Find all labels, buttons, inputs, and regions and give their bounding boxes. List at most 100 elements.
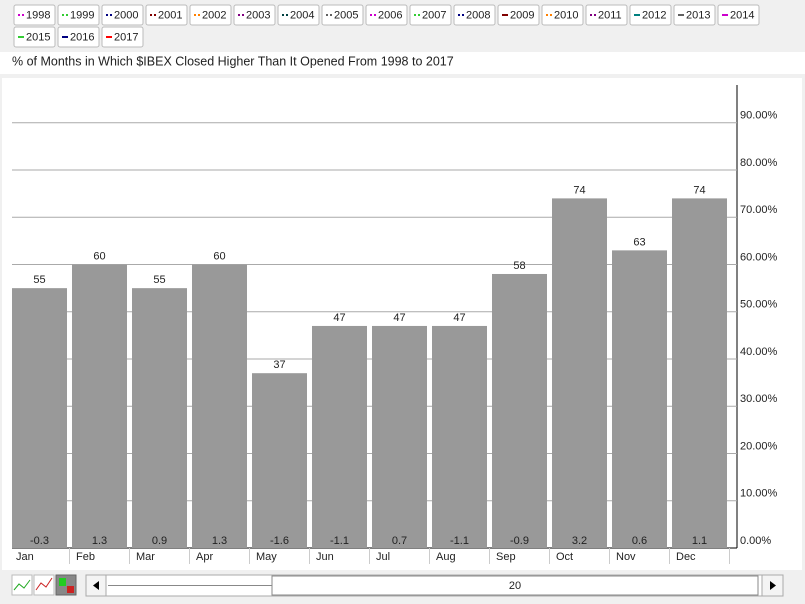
bar	[372, 325, 427, 548]
y-tick-label: 20.00%	[740, 440, 778, 452]
slider-value: 20	[509, 580, 521, 592]
y-tick-label: 60.00%	[740, 251, 778, 263]
icon-line[interactable]	[11, 574, 33, 596]
legend-label: 2016	[70, 31, 94, 43]
legend-button[interactable]	[189, 4, 232, 26]
data-label: 55	[153, 274, 165, 286]
legend-button[interactable]	[629, 4, 672, 26]
icon-season-glyph	[67, 586, 74, 593]
y-tick-label: 50.00%	[740, 299, 778, 311]
arrow-left	[93, 581, 99, 590]
x-tick-label: May	[256, 551, 277, 563]
avg-change-label: 3.2	[572, 535, 587, 547]
x-tick-label: Apr	[196, 551, 213, 563]
data-label: 58	[513, 260, 525, 272]
x-tick-label: Dec	[676, 551, 696, 563]
legend-label: 2010	[554, 9, 578, 21]
legend-label: 2012	[642, 9, 666, 21]
legend-button[interactable]	[57, 4, 100, 26]
legend-button[interactable]	[717, 4, 760, 26]
icon-season-glyph	[59, 578, 66, 586]
bar	[672, 198, 727, 548]
bar	[552, 198, 607, 548]
bar	[252, 373, 307, 548]
legend-button[interactable]	[277, 4, 320, 26]
legend-button[interactable]	[453, 4, 496, 26]
avg-change-label: -1.1	[450, 535, 469, 547]
legend-label: 2017	[114, 31, 138, 43]
legend-label: 2001	[158, 9, 182, 21]
avg-change-label: -0.3	[30, 535, 49, 547]
x-tick-label: Feb	[76, 551, 95, 563]
legend-button[interactable]	[233, 4, 276, 26]
legend-label: 2006	[378, 9, 402, 21]
legend-label: 2009	[510, 9, 534, 21]
bar	[492, 273, 547, 548]
legend-label: 2000	[114, 9, 138, 21]
legend-label: 2007	[422, 9, 446, 21]
legend-button[interactable]	[497, 4, 540, 26]
x-tick-label: Mar	[136, 551, 155, 563]
data-label: 60	[93, 250, 105, 262]
data-label: 37	[273, 359, 285, 371]
x-tick-label: Jun	[316, 551, 334, 563]
avg-change-label: 0.6	[632, 535, 647, 547]
x-tick-label: Oct	[556, 551, 573, 563]
avg-change-label: 0.9	[152, 535, 167, 547]
x-tick-label: Nov	[616, 551, 636, 563]
legend-button[interactable]	[365, 4, 408, 26]
scroll-thumb[interactable]	[271, 575, 759, 596]
legend-label: 2005	[334, 9, 358, 21]
legend-button[interactable]	[13, 4, 56, 26]
avg-change-label: 1.3	[212, 535, 227, 547]
legend-button[interactable]	[409, 4, 452, 26]
data-label: 74	[573, 184, 585, 196]
y-tick-label: 10.00%	[740, 488, 778, 500]
chart-title: % of Months in Which $IBEX Closed Higher…	[12, 54, 454, 68]
bar	[312, 325, 367, 548]
x-tick-label: Sep	[496, 551, 516, 563]
legend-button[interactable]	[13, 26, 56, 48]
data-label: 47	[333, 312, 345, 324]
legend-button[interactable]	[57, 26, 100, 48]
legend-button[interactable]	[541, 4, 584, 26]
bar	[432, 325, 487, 548]
bar	[612, 250, 667, 548]
bar	[12, 288, 67, 548]
legend-label: 2002	[202, 9, 226, 21]
y-tick-label: 70.00%	[740, 204, 778, 216]
legend-label: 2015	[26, 31, 50, 43]
data-label: 55	[33, 274, 45, 286]
y-tick-label: 90.00%	[740, 110, 778, 122]
y-tick-label: 80.00%	[740, 157, 778, 169]
legend-label: 2011	[598, 9, 622, 21]
legend-button[interactable]	[673, 4, 716, 26]
bar	[132, 288, 187, 548]
y-tick-label: 30.00%	[740, 393, 778, 405]
legend-button[interactable]	[145, 4, 188, 26]
icon-line-glyph	[13, 579, 31, 591]
x-tick-label: Jul	[376, 551, 390, 563]
legend-button[interactable]	[585, 4, 628, 26]
legend-button[interactable]	[101, 4, 144, 26]
legend-label: 1999	[70, 9, 94, 21]
legend-label: 2014	[730, 9, 754, 21]
data-label: 60	[213, 250, 225, 262]
x-tick-label: Aug	[436, 551, 456, 563]
legend-label: 2013	[686, 9, 710, 21]
legend-label: 2008	[466, 9, 490, 21]
legend-label: 2003	[246, 9, 270, 21]
avg-change-label: -1.6	[270, 535, 289, 547]
avg-change-label: -1.1	[330, 535, 349, 547]
icon-perf-glyph	[35, 577, 53, 591]
legend-button[interactable]	[101, 26, 144, 48]
y-tick-label: 0.00%	[740, 535, 771, 547]
y-tick-label: 40.00%	[740, 346, 778, 358]
avg-change-label: -0.9	[510, 535, 529, 547]
legend-button[interactable]	[321, 4, 364, 26]
avg-change-label: 1.1	[692, 535, 707, 547]
avg-change-label: 0.7	[392, 535, 407, 547]
data-label: 47	[453, 312, 465, 324]
